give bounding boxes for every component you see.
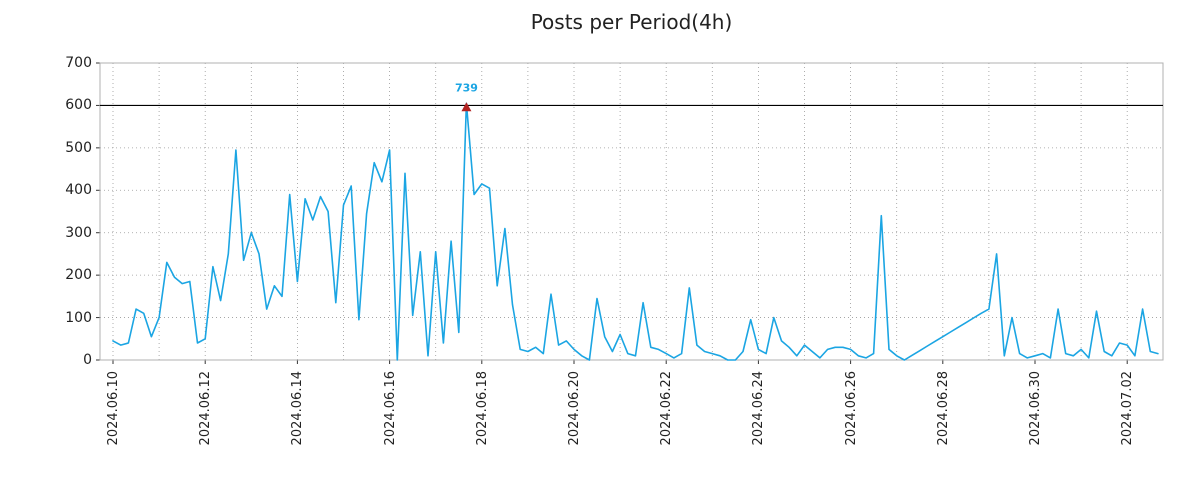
x-tick-label: 2024.06.22 <box>659 371 675 446</box>
y-tick-label: 0 <box>83 352 92 368</box>
x-tick-label: 2024.06.10 <box>106 371 121 446</box>
peak-value-label: 739 <box>455 81 478 94</box>
x-tick-label: 2024.06.16 <box>382 371 398 446</box>
y-tick-label: 400 <box>65 182 92 199</box>
y-tick-label: 500 <box>65 139 92 156</box>
x-tick-label: 2024.06.24 <box>751 371 767 446</box>
series-line <box>112 102 1159 361</box>
peak-marker-icon <box>461 102 472 112</box>
x-tick-label: 2024.06.18 <box>474 371 490 446</box>
y-tick-label: 100 <box>65 309 92 326</box>
y-tick-label: 600 <box>65 97 92 114</box>
y-tick-label: 200 <box>65 267 92 284</box>
x-tick-label: 2024.06.12 <box>198 371 214 446</box>
x-tick-label: 2024.06.30 <box>1028 371 1043 446</box>
x-tick-label: 2024.06.14 <box>290 371 306 446</box>
chart-title: Posts per Period(4h) <box>530 10 733 34</box>
x-tick-label: 2024.06.28 <box>935 371 951 446</box>
x-tick-label: 2024.07.02 <box>1120 371 1136 446</box>
plot-frame <box>99 62 1164 361</box>
x-tick-label: 2024.06.26 <box>843 371 859 446</box>
y-tick-label: 300 <box>65 224 92 241</box>
y-tick-label: 700 <box>65 55 92 71</box>
x-tick-label: 2024.06.20 <box>567 371 582 446</box>
